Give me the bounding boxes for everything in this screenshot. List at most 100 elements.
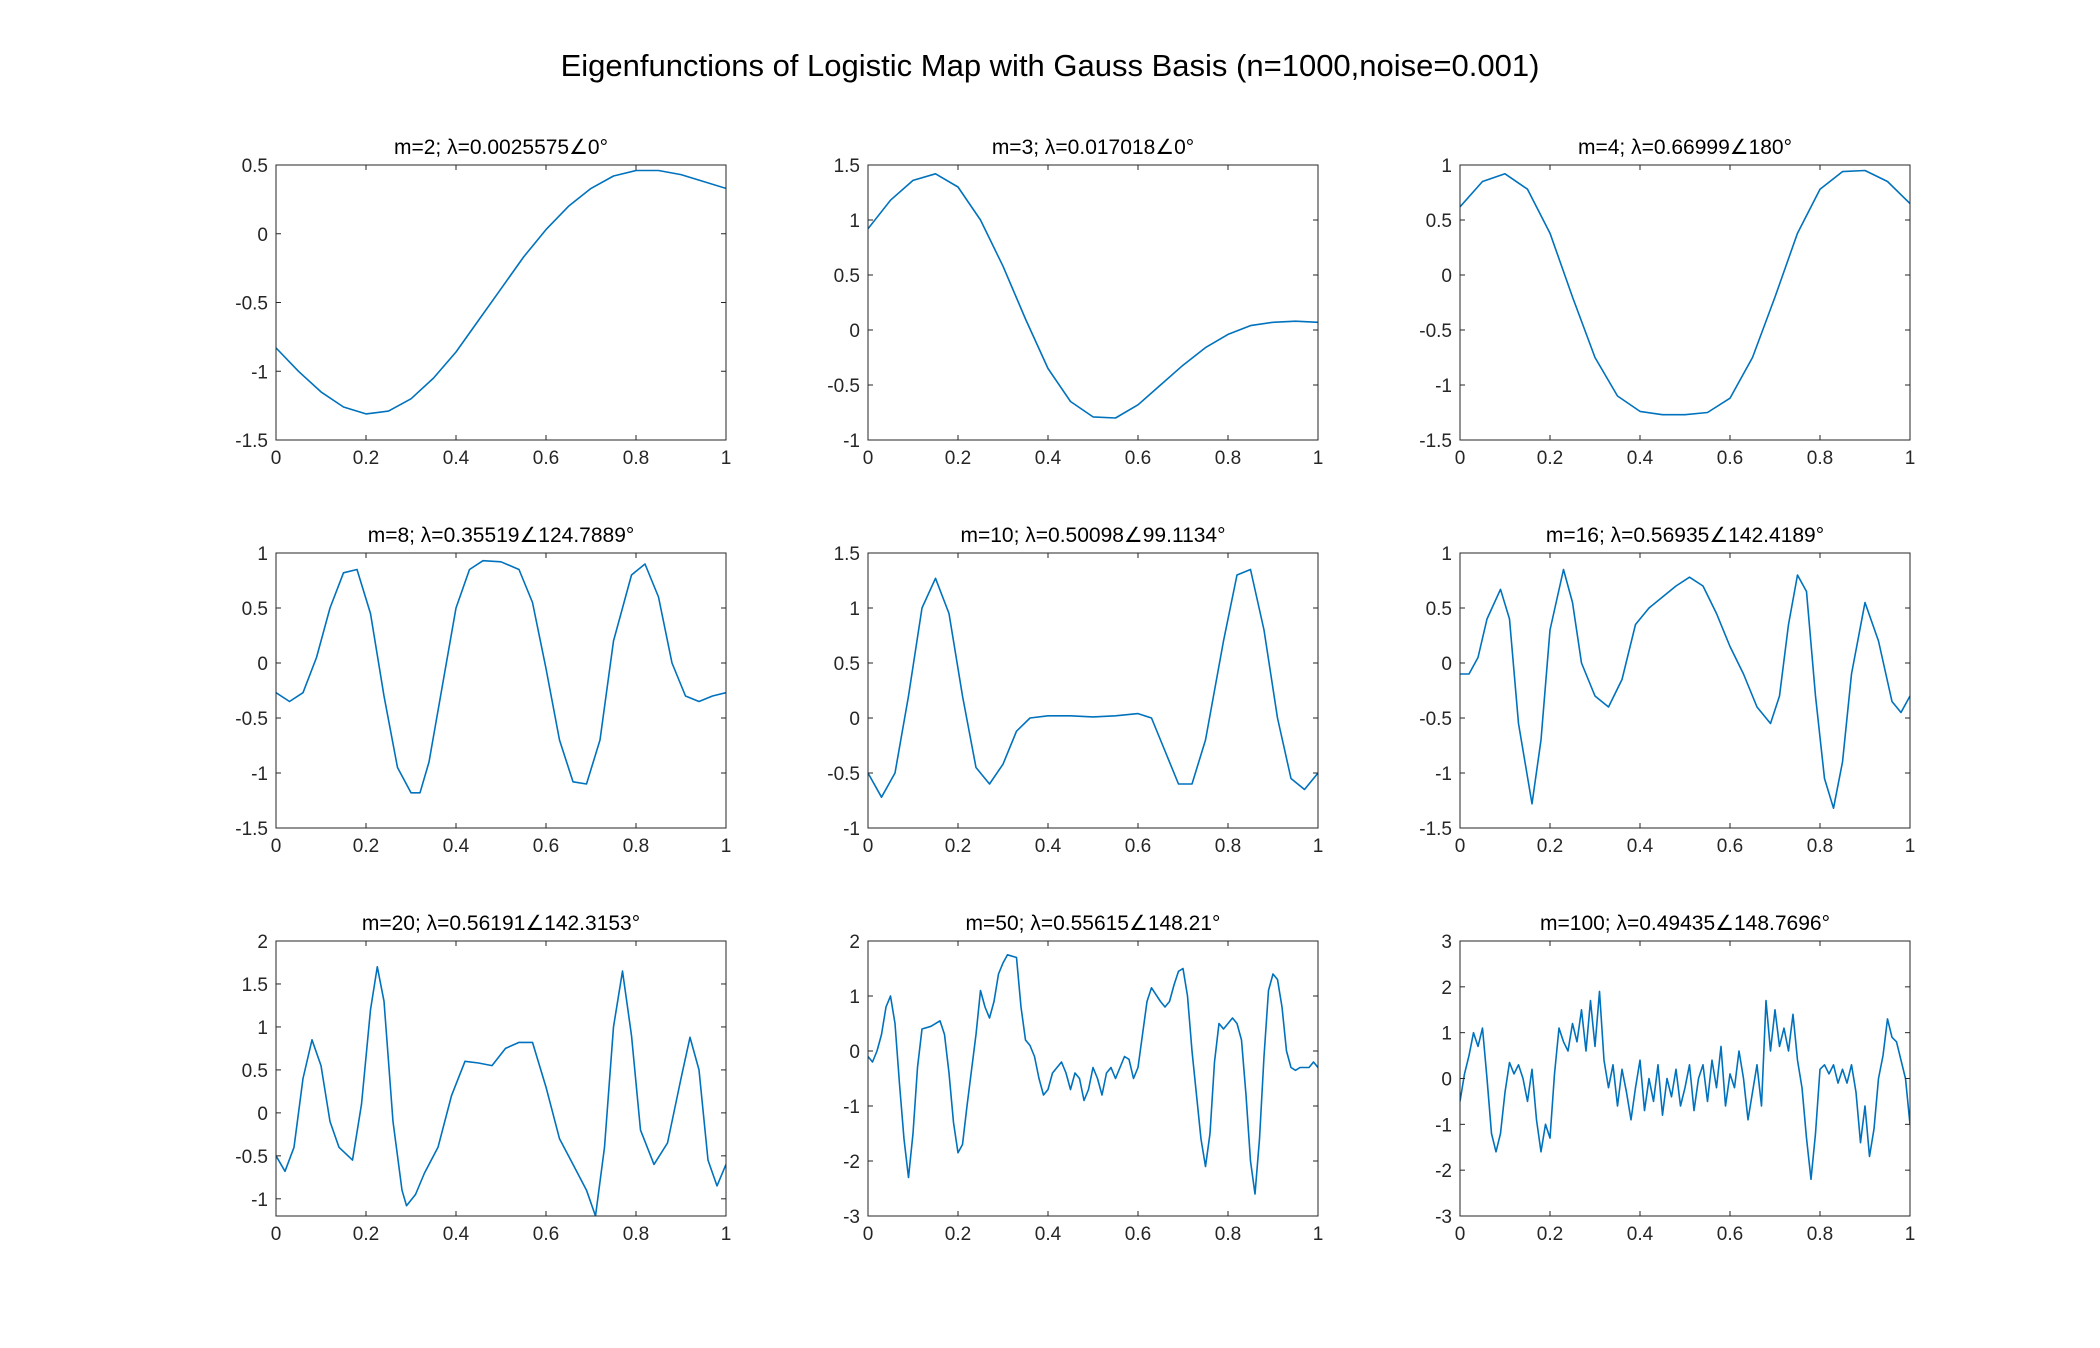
x-tick-label: 1	[1313, 836, 1324, 857]
x-tick-label: 0.4	[443, 1224, 470, 1245]
y-tick-label: 1	[1441, 544, 1452, 565]
y-tick-label: 1	[257, 1018, 268, 1039]
y-tick-label: -1.5	[235, 819, 268, 840]
axes-box	[275, 164, 727, 441]
series-line	[1460, 990, 1910, 1181]
x-tick-label: 0.2	[1537, 1224, 1563, 1245]
x-tick-label: 0.6	[1717, 448, 1743, 469]
axes-box	[867, 940, 1319, 1217]
series-line	[1460, 169, 1910, 416]
x-tick-label: 0	[271, 448, 282, 469]
x-tick-label: 0.6	[1125, 448, 1151, 469]
subplot-9: m=100; λ=0.49435∠148.7696° 0 0.2 0.4 0.6 0.8 1…	[1435, 912, 1915, 1245]
y-tick-label: 2	[1441, 978, 1452, 999]
y-tick-label: -0.5	[827, 764, 860, 785]
y-tick-label: 0	[1441, 266, 1452, 287]
x-tick-label: 0	[1455, 448, 1466, 469]
subplot-2: m=3; λ=0.017018∠0° 0 0.2 0.4 0.6 0.8 1 1.5 1 0.5 0…	[827, 136, 1323, 469]
x-tick-label: 1	[721, 448, 732, 469]
x-tick-label: 0	[863, 1224, 874, 1245]
y-tick-label: 0	[257, 225, 268, 246]
subplot-1: m=2; λ=0.0025575∠0° 0 0.2 0.4 0.6 0.8 1 0.5 0 -0.…	[235, 136, 731, 469]
y-tick-label: 0	[849, 709, 860, 730]
y-tick-label: 1	[1441, 1024, 1452, 1045]
x-tick-label: 0.4	[1627, 836, 1654, 857]
y-tick-label: 0	[849, 1042, 860, 1063]
subplot-title: m=100; λ=0.49435∠148.7696°	[1540, 912, 1830, 935]
y-tick-label: -1	[251, 362, 268, 383]
y-tick-label: -1	[251, 1190, 268, 1211]
x-tick-label: 0	[271, 1224, 282, 1245]
y-tick-label: 2	[257, 932, 268, 953]
subplot-title: m=3; λ=0.017018∠0°	[992, 136, 1194, 159]
y-tick-label: 1	[849, 211, 860, 232]
y-tick-label: -3	[843, 1207, 860, 1228]
x-tick-label: 0.8	[1807, 448, 1833, 469]
x-tick-label: 0.6	[1717, 836, 1743, 857]
x-tick-label: 1	[1313, 1224, 1324, 1245]
x-tick-label: 0.6	[1125, 836, 1151, 857]
y-tick-label: -1	[1435, 376, 1452, 397]
y-tick-label: 3	[1441, 932, 1452, 953]
x-tick-label: 0.8	[623, 448, 649, 469]
x-tick-label: 1	[721, 836, 732, 857]
subplot-5: m=10; λ=0.50098∠99.1134° 0 0.2 0.4 0.6 0.8 1 1.…	[827, 524, 1323, 857]
y-tick-label: -1.5	[1419, 431, 1452, 452]
series-line	[1460, 568, 1910, 810]
x-tick-label: 0.8	[1807, 836, 1833, 857]
y-tick-label: 0	[257, 654, 268, 675]
y-tick-label: -1	[843, 1097, 860, 1118]
y-tick-label: 0	[1441, 654, 1452, 675]
axes-box	[1459, 940, 1911, 1217]
x-tick-label: 0	[1455, 1224, 1466, 1245]
series-line	[276, 965, 726, 1216]
y-tick-label: 1.5	[834, 156, 860, 177]
x-tick-label: 0.6	[533, 1224, 559, 1245]
x-tick-label: 1	[721, 1224, 732, 1245]
axes-box	[1459, 552, 1911, 829]
x-tick-label: 0.2	[1537, 836, 1563, 857]
y-tick-label: -1	[1435, 1115, 1452, 1136]
y-tick-label: -0.5	[827, 376, 860, 397]
x-tick-label: 0.8	[1215, 448, 1241, 469]
y-tick-label: -1	[1435, 764, 1452, 785]
series-line	[868, 173, 1318, 419]
y-tick-label: -1	[251, 764, 268, 785]
x-tick-label: 0.4	[443, 448, 470, 469]
figure-title: Eigenfunctions of Logistic Map with Gaus…	[560, 48, 1540, 83]
axes-box	[867, 552, 1319, 829]
y-tick-label: -1	[843, 819, 860, 840]
x-tick-label: 1	[1905, 448, 1916, 469]
y-tick-label: -2	[1435, 1161, 1452, 1182]
x-tick-label: 1	[1905, 1224, 1916, 1245]
y-tick-label: 0	[257, 1104, 268, 1125]
x-tick-label: 0.6	[1717, 1224, 1743, 1245]
y-tick-label: 1	[257, 544, 268, 565]
x-tick-label: 0.2	[353, 836, 379, 857]
subplot-4: m=8; λ=0.35519∠124.7889° 0 0.2 0.4 0.6 0.8 1 1 0…	[235, 524, 731, 857]
y-tick-label: -1.5	[1419, 819, 1452, 840]
y-tick-label: 0	[849, 321, 860, 342]
x-tick-label: 0.6	[533, 836, 559, 857]
x-tick-label: 0.8	[623, 1224, 649, 1245]
subplot-title: m=8; λ=0.35519∠124.7889°	[368, 524, 635, 547]
subplot-3: m=4; λ=0.66999∠180° 0 0.2 0.4 0.6 0.8 1 1 0.5 0 -0…	[1419, 136, 1915, 469]
subplot-title: m=16; λ=0.56935∠142.4189°	[1546, 524, 1824, 547]
y-tick-label: 0.5	[1426, 211, 1452, 232]
x-tick-label: 0.2	[945, 1224, 971, 1245]
series-line	[276, 169, 726, 415]
x-tick-label: 0.4	[443, 836, 470, 857]
subplot-title: m=4; λ=0.66999∠180°	[1578, 136, 1792, 159]
x-tick-label: 0.2	[1537, 448, 1563, 469]
y-tick-label: 1	[1441, 156, 1452, 177]
axes-box	[867, 164, 1319, 441]
series-line	[868, 953, 1318, 1195]
axes-box	[275, 940, 727, 1217]
y-tick-label: -0.5	[235, 294, 268, 315]
x-tick-label: 0.6	[1125, 1224, 1151, 1245]
x-tick-label: 0	[271, 836, 282, 857]
series-line	[868, 568, 1318, 799]
x-tick-label: 0.2	[353, 1224, 379, 1245]
y-tick-label: -0.5	[235, 709, 268, 730]
